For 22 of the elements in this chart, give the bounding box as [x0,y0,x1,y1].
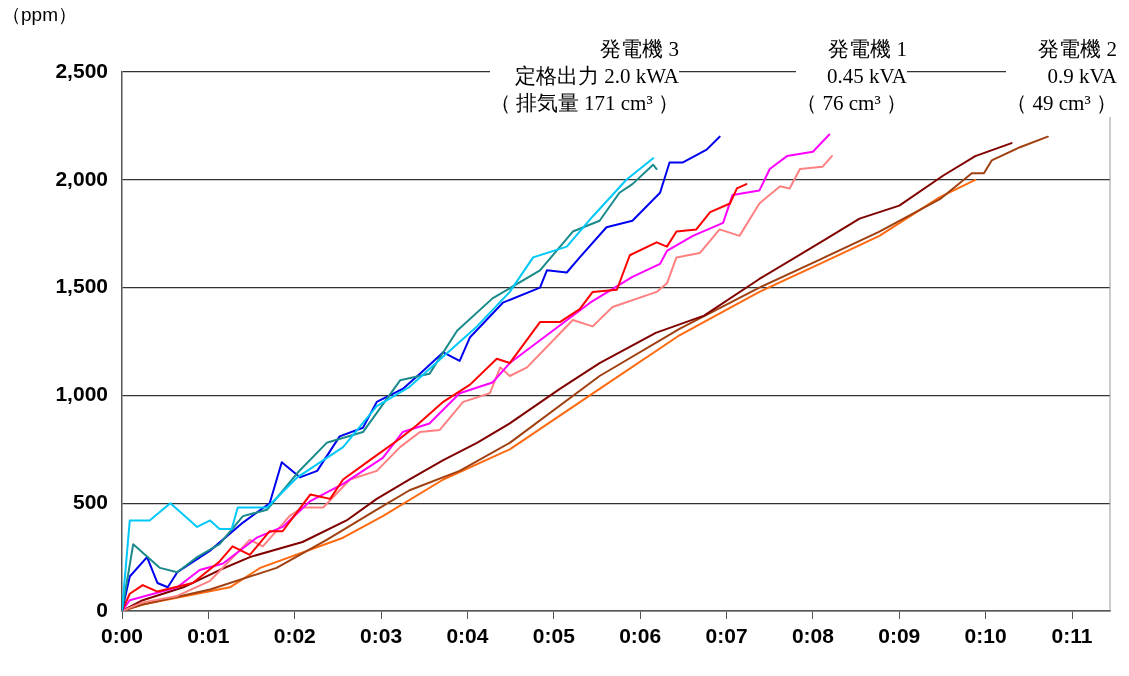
y-tick-label: 2,000 [55,166,108,190]
y-tick-label: 1,500 [55,274,108,298]
y-tick-label: 2,500 [55,58,108,82]
x-tick-label: 0:01 [187,624,230,648]
y-axis-title: （ppm） [2,3,77,27]
x-tick-label: 0:11 [1051,624,1093,648]
annotation: 発電機 1 0.45 kVA （ 76 cm³ ） [796,36,907,117]
x-tick-label: 0:04 [446,624,489,648]
y-tick-label: 1,000 [55,382,108,406]
x-tick-label: 0:06 [619,624,662,648]
y-tick-label: 0 [96,597,108,621]
x-tick-label: 0:10 [964,624,1007,648]
x-tick-label: 0:02 [273,624,316,648]
x-tick-label: 0:07 [705,624,748,648]
x-tick-label: 0:05 [532,624,576,648]
y-tick-label: 500 [72,490,108,513]
x-tick-label: 0:09 [878,624,921,648]
annotation: 発電機 2 0.9 kVA （ 49 cm³ ） [1006,36,1117,117]
x-tick-label: 0:00 [100,624,144,648]
x-tick-label: 0:08 [791,624,835,648]
x-tick-label: 0:03 [360,624,403,648]
annotation: 発電機 3 定格出力 2.0 kWA （ 排気量 171 cm³ ） [489,36,679,117]
